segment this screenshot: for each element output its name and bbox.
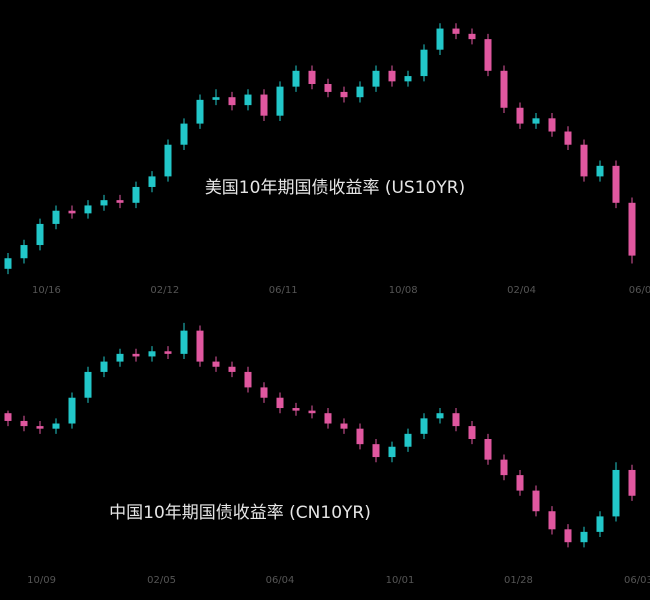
x-tick-label: 10/08 xyxy=(389,285,418,296)
candle-body xyxy=(324,84,332,92)
candle-body xyxy=(52,210,60,224)
candle-body xyxy=(68,210,76,214)
candle-body xyxy=(244,94,252,106)
candle-body xyxy=(388,446,396,458)
x-tick-label: 10/16 xyxy=(32,285,61,296)
candle-body xyxy=(388,70,396,82)
candle-body xyxy=(500,70,508,108)
candle-body xyxy=(628,202,636,256)
candle-body xyxy=(372,70,380,87)
x-tick-label: 02/12 xyxy=(150,285,179,296)
candle-body xyxy=(20,245,28,259)
candle-body xyxy=(148,351,156,357)
candle-body xyxy=(100,361,108,372)
candle-body xyxy=(228,366,236,372)
candle-body xyxy=(260,94,268,116)
candle-body xyxy=(212,361,220,367)
candle-body xyxy=(484,39,492,71)
candle-body xyxy=(564,131,572,145)
candle-body xyxy=(580,531,588,543)
x-tick-label: 02/05 xyxy=(147,575,176,586)
candle-body xyxy=(532,118,540,124)
candle-body xyxy=(500,459,508,476)
x-tick-label: 10/09 xyxy=(27,575,56,586)
x-tick-label: 06/0 xyxy=(629,285,650,296)
candle-body xyxy=(580,144,588,177)
x-tick-label: 10/01 xyxy=(386,575,415,586)
candle-body xyxy=(340,423,348,429)
candle-body xyxy=(228,97,236,106)
candle-body xyxy=(596,165,604,177)
candle-body xyxy=(276,397,284,409)
candle-body xyxy=(468,33,476,40)
candle-body xyxy=(212,97,220,100)
candle-body xyxy=(132,186,140,203)
candle-body xyxy=(420,418,428,434)
candle-body xyxy=(276,86,284,116)
candle-body xyxy=(484,439,492,460)
candle-body xyxy=(548,118,556,132)
candle-body xyxy=(628,469,636,496)
candle-body xyxy=(308,70,316,84)
candle-body xyxy=(36,223,44,246)
candle-body xyxy=(452,28,460,34)
candle-body xyxy=(4,413,12,421)
candle-body xyxy=(292,408,300,411)
candle-body xyxy=(356,86,364,98)
candle-body xyxy=(324,413,332,424)
candle-body xyxy=(164,351,172,354)
candle-body xyxy=(532,490,540,512)
candle-body xyxy=(100,200,108,206)
candle-body xyxy=(308,410,316,414)
candle-body xyxy=(36,426,44,429)
candle-body xyxy=(452,413,460,427)
candle-body xyxy=(52,423,60,429)
candle-body xyxy=(612,165,620,203)
x-tick-label: 06/03 xyxy=(624,575,650,586)
candle-body xyxy=(292,70,300,87)
candle-body xyxy=(116,353,124,362)
candle-body xyxy=(516,475,524,491)
candle-body xyxy=(196,99,204,124)
chart-title: 中国10年期国债收益率 (CN10YR) xyxy=(109,503,371,523)
candle-body xyxy=(4,258,12,269)
candle-body xyxy=(244,371,252,388)
x-tick-label: 06/04 xyxy=(266,575,295,586)
candle-body xyxy=(164,144,172,177)
x-tick-label: 01/28 xyxy=(504,575,533,586)
candle-body xyxy=(596,516,604,532)
candle-body xyxy=(436,413,444,419)
candle-body xyxy=(148,176,156,187)
candle-body xyxy=(404,76,412,82)
candle-body xyxy=(516,107,524,124)
candle-body xyxy=(132,353,140,357)
candle-body xyxy=(612,469,620,517)
candle-body xyxy=(340,91,348,98)
x-tick-label: 06/11 xyxy=(269,285,298,296)
candle-body xyxy=(372,444,380,458)
candle-body xyxy=(20,420,28,427)
candle-body xyxy=(548,511,556,530)
candle-body xyxy=(260,387,268,398)
candle-body xyxy=(468,426,476,439)
candle-body xyxy=(68,397,76,424)
candle-body xyxy=(564,529,572,543)
chart-title: 美国10年期国债收益率 (US10YR) xyxy=(205,178,465,198)
candle-body xyxy=(420,49,428,77)
candle-body xyxy=(404,433,412,447)
candle-body xyxy=(84,371,92,398)
candle-body xyxy=(180,123,188,145)
candle-body xyxy=(180,330,188,354)
candle-body xyxy=(356,428,364,445)
x-tick-label: 02/04 xyxy=(507,285,536,296)
candle-body xyxy=(116,200,124,203)
candle-body xyxy=(436,28,444,50)
candle-body xyxy=(84,205,92,214)
candle-body xyxy=(196,330,204,362)
